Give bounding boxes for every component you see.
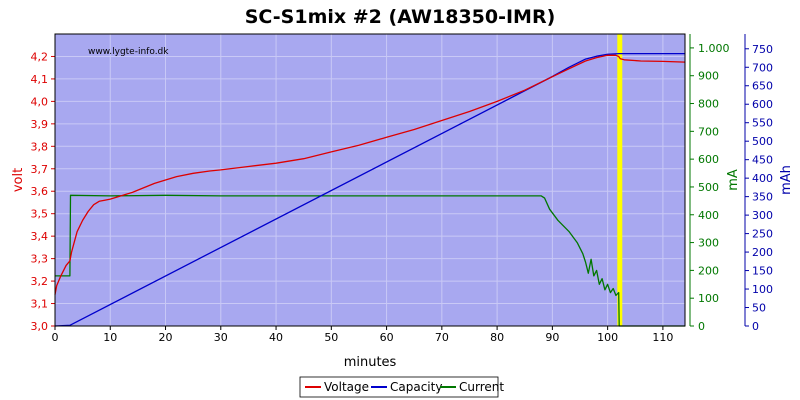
ma-tick-label: 1.000 — [698, 42, 730, 55]
ma-axis-label: mA — [726, 169, 741, 191]
volt-tick-label: 3,9 — [31, 118, 49, 131]
volt-tick-label: 4,0 — [31, 95, 49, 108]
x-tick-label: 90 — [545, 331, 559, 344]
x-axis-label: minutes — [344, 355, 397, 370]
mah-tick-label: 350 — [752, 191, 773, 204]
legend-label-voltage: Voltage — [324, 380, 369, 394]
ma-tick-label: 200 — [698, 264, 719, 277]
volt-tick-label: 4,1 — [31, 73, 49, 86]
ma-tick-label: 600 — [698, 153, 719, 166]
plot-frame — [54, 33, 686, 327]
series-line-capacity — [54, 52, 685, 327]
ma-tick-label: 500 — [698, 181, 719, 194]
volt-tick-label: 3,4 — [31, 230, 49, 243]
legend: Voltage Capacity Current — [299, 376, 504, 398]
ma-tick-label: 800 — [698, 98, 719, 111]
x-tick-label: 100 — [597, 331, 618, 344]
mah-tick-label: 250 — [752, 228, 773, 241]
legend-label-capacity: Capacity — [390, 380, 442, 394]
mah-tick-label: 400 — [752, 172, 773, 185]
series-line-current — [55, 194, 685, 327]
ma-tick-label: 400 — [698, 209, 719, 222]
watermark: www.lygte-info.dk — [88, 47, 169, 57]
volt-tick-label: 3,0 — [31, 320, 49, 333]
volt-tick-label: 3,1 — [31, 298, 49, 311]
mah-tick-label: 50 — [752, 302, 766, 315]
volt-axis-label: volt — [11, 168, 26, 192]
ma-tick-label: 900 — [698, 70, 719, 83]
mah-axis-label: mAh — [779, 165, 794, 195]
ma-tick-label: 100 — [698, 292, 719, 305]
x-tick-label: 0 — [52, 331, 59, 344]
marker-layer — [617, 34, 623, 326]
plot-area — [55, 34, 685, 326]
mah-tick-label: 300 — [752, 209, 773, 222]
chart-title: SC-S1mix #2 (AW18350-IMR) — [245, 6, 556, 28]
mah-tick-label: 450 — [752, 154, 773, 167]
volt-tick-label: 3,7 — [31, 163, 49, 176]
mah-tick-label: 0 — [752, 320, 759, 333]
ma-tick-label: 700 — [698, 125, 719, 138]
volt-tick-label: 4,2 — [31, 50, 49, 63]
x-tick-label: 50 — [324, 331, 338, 344]
mah-tick-label: 100 — [752, 283, 773, 296]
mah-tick-label: 600 — [752, 98, 773, 111]
x-tick-label: 110 — [652, 331, 673, 344]
ma-tick-label: 300 — [698, 237, 719, 250]
series-line-voltage — [54, 54, 686, 295]
mah-tick-label: 700 — [752, 61, 773, 74]
legend-box — [299, 376, 499, 398]
mah-tick-label: 200 — [752, 246, 773, 259]
mah-tick-label: 500 — [752, 135, 773, 148]
x-tick-label: 80 — [490, 331, 504, 344]
ma-tick-label: 0 — [698, 320, 705, 333]
x-tick-label: 20 — [159, 331, 173, 344]
mah-tick-label: 150 — [752, 265, 773, 278]
volt-tick-label: 3,5 — [31, 208, 49, 221]
mah-tick-label: 550 — [752, 117, 773, 130]
volt-tick-label: 3,6 — [31, 185, 49, 198]
x-tick-label: 30 — [214, 331, 228, 344]
volt-tick-label: 3,2 — [31, 275, 49, 288]
axes-layer: 0 10 20 30 40 50 60 70 80 90 100 110 3,0 3,1 3,2 3,3 3,4… — [31, 33, 773, 344]
mah-tick-label: 650 — [752, 80, 773, 93]
x-tick-label: 10 — [103, 331, 117, 344]
series-layer — [54, 52, 686, 327]
volt-tick-label: 3,3 — [31, 253, 49, 266]
volt-tick-label: 3,8 — [31, 140, 49, 153]
legend-label-current: Current — [459, 380, 504, 394]
mah-tick-label: 750 — [752, 43, 773, 56]
x-tick-label: 60 — [380, 331, 394, 344]
x-tick-label: 40 — [269, 331, 283, 344]
x-tick-label: 70 — [435, 331, 449, 344]
end-marker — [617, 34, 623, 326]
